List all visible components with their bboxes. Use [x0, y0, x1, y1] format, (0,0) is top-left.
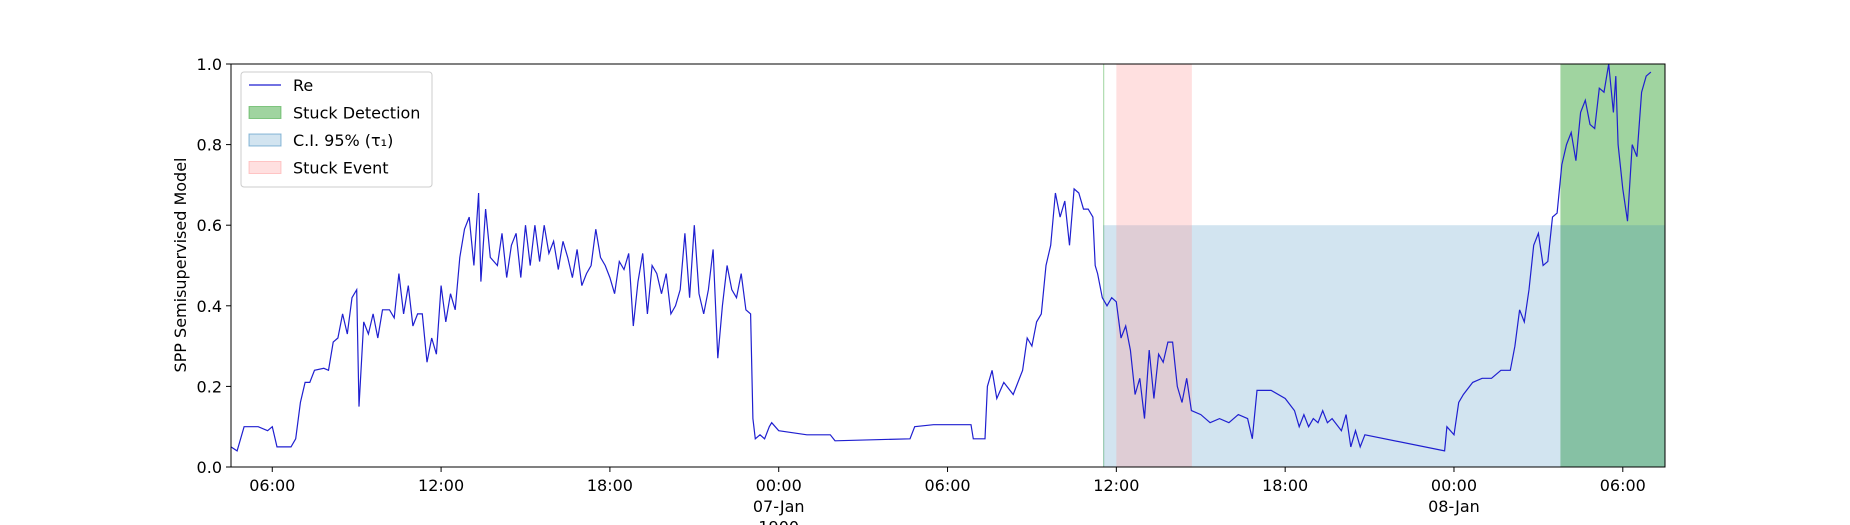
legend: Re Stuck Detection C.I. 95% (τ₁) Stuck Even…	[240, 71, 433, 188]
y-tick-label: 0.6	[197, 216, 222, 235]
x-tick-label: 06:00	[924, 476, 970, 495]
x-tick-label: 12:00	[1093, 476, 1139, 495]
legend-box	[240, 71, 433, 188]
legend-swatch	[248, 106, 282, 119]
span	[1103, 64, 1105, 467]
y-tick-label: 0.2	[197, 377, 222, 396]
y-tick-label: 0.4	[197, 297, 222, 316]
span	[1560, 64, 1665, 467]
x-tick-label: 06:00	[249, 476, 295, 495]
legend-swatch	[248, 133, 282, 147]
x-tick-label: 18:00	[1262, 476, 1308, 495]
y-axis-label: SPP Semisupervised Model	[171, 158, 190, 373]
legend-label: Stuck Detection	[293, 104, 420, 123]
span	[1116, 64, 1192, 467]
y-tick-label: 0.8	[197, 136, 222, 155]
x-tick-label: 00:00 08-Jan	[1428, 476, 1480, 516]
legend-label: Stuck Event	[293, 159, 389, 178]
y-tick-label: 1.0	[197, 55, 222, 74]
legend-label: C.I. 95% (τ₁)	[293, 131, 393, 150]
legend-label: Re	[293, 76, 313, 95]
x-tick-label: 06:00	[1600, 476, 1646, 495]
line	[230, 63, 1652, 452]
y-tick-label: 0.0	[197, 458, 222, 477]
span	[1103, 225, 1665, 467]
x-tick-label: 12:00	[418, 476, 464, 495]
x-tick-label: 18:00	[587, 476, 633, 495]
legend-swatch	[248, 161, 282, 174]
